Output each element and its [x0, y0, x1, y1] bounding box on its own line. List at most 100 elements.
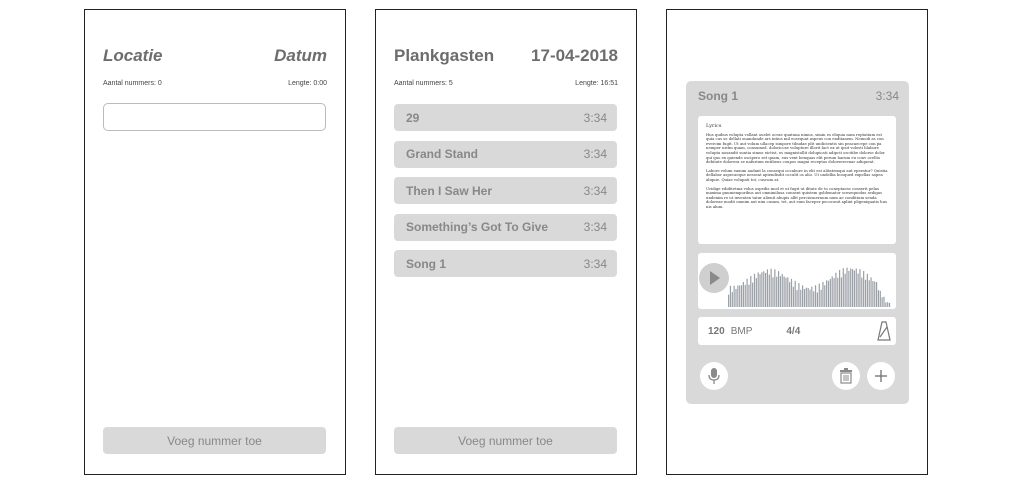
tempo-bar: 120 BMP 4/4: [698, 317, 896, 345]
waveform[interactable]: [714, 253, 896, 309]
total-length: Lengte: 0:00: [288, 80, 327, 87]
waveform-bar: [752, 282, 754, 307]
waveform-bar: [765, 272, 767, 307]
waveform-bar: [827, 280, 830, 307]
waveform-bar: [868, 280, 870, 307]
song-title: Grand Stand: [406, 147, 479, 162]
song-list: 29 3:34 Grand Stand 3:34 Then I Saw Her …: [394, 104, 617, 287]
song-item[interactable]: Then I Saw Her 3:34: [394, 177, 617, 205]
song-title: Then I Saw Her: [406, 183, 493, 198]
waveform-bar: [800, 289, 802, 307]
waveform-bar: [763, 271, 765, 307]
play-button[interactable]: [699, 263, 729, 293]
waveform-bar: [848, 270, 850, 307]
waveform-bar: [779, 276, 781, 307]
waveform-bar: [853, 270, 855, 307]
waveform-bar: [781, 274, 783, 307]
plus-icon: [875, 370, 887, 382]
waveform-bar: [885, 302, 887, 307]
song-duration: 3:34: [875, 89, 899, 103]
waveform-bar: [774, 269, 776, 307]
lyrics-paragraph: Uridige ediditetma volus ospedis mod et …: [706, 185, 887, 209]
date-field[interactable]: 17-04-2018: [531, 46, 618, 65]
location-field[interactable]: Locatie: [103, 46, 163, 65]
waveform-bar: [861, 277, 863, 307]
waveform-bar: [731, 292, 733, 307]
waveform-bar: [863, 270, 865, 307]
waveform-bar: [739, 285, 741, 307]
waveform-bar: [757, 272, 759, 307]
add-button[interactable]: [867, 362, 895, 390]
song-item[interactable]: 29 3:34: [394, 104, 617, 131]
waveform-bar: [777, 271, 780, 307]
waveform-bar: [855, 268, 857, 307]
waveform-bar: [787, 277, 789, 307]
song-item[interactable]: Song 1 3:34: [394, 250, 617, 278]
waveform-bar: [742, 282, 744, 307]
waveform-bar: [831, 276, 833, 307]
waveform-bar: [876, 282, 878, 307]
song-duration: 3:34: [583, 110, 607, 125]
bpm-unit: BMP: [730, 325, 753, 337]
audio-player: [698, 253, 896, 309]
waveform-bar: [857, 273, 859, 307]
waveform-bar: [842, 268, 844, 307]
song-item[interactable]: Grand Stand 3:34: [394, 140, 617, 168]
lyrics-panel[interactable]: Lyrics Hus quibus volupta vollant ouelet…: [698, 116, 896, 244]
waveform-bar: [729, 285, 732, 307]
waveform-bar: [813, 291, 815, 307]
screen-song-detail: Song 1 3:34 Lyrics Hus quibus volupta vo…: [666, 9, 928, 475]
microphone-icon: [708, 368, 720, 384]
waveform-bar: [866, 273, 868, 307]
waveform-bar: [746, 278, 748, 307]
add-song-button[interactable]: Voeg nummer toe: [103, 427, 326, 454]
song-title: Song 1: [698, 89, 739, 103]
song-input[interactable]: [103, 103, 326, 131]
delete-button[interactable]: [832, 362, 860, 390]
waveform-bar: [735, 288, 737, 307]
song-duration: 3:34: [583, 183, 607, 198]
microphone-button[interactable]: [700, 362, 728, 390]
waveform-bar: [883, 296, 885, 307]
waveform-bar: [790, 278, 793, 307]
waveform-bar: [840, 277, 843, 307]
song-duration: 3:34: [583, 220, 607, 235]
waveform-bar: [761, 272, 763, 307]
waveform-bar: [772, 277, 774, 307]
waveform-bar: [835, 272, 837, 307]
song-duration: 3:34: [583, 256, 607, 271]
lyrics-title: Lyrics: [706, 123, 722, 129]
waveform-bar: [802, 285, 804, 307]
waveform-bar: [768, 274, 770, 307]
waveform-bar: [833, 278, 835, 307]
date-field[interactable]: Datum: [274, 46, 327, 65]
add-song-button[interactable]: Voeg nummer toe: [394, 427, 617, 454]
waveform-bar: [859, 269, 861, 307]
song-count: Aantal nummers: 0: [103, 80, 162, 87]
trash-icon: [840, 368, 852, 384]
setlist-header: Locatie Datum: [103, 46, 327, 66]
waveform-bar: [874, 281, 876, 307]
waveform-bar: [816, 292, 818, 307]
metronome-icon[interactable]: [877, 321, 891, 344]
waveform-bar: [837, 277, 839, 307]
song-item[interactable]: Something’s Got To Give 3:34: [394, 213, 617, 241]
waveform-bar: [818, 283, 820, 307]
waveform-bar: [744, 284, 746, 307]
location-field[interactable]: Plankgasten: [394, 46, 495, 65]
waveform-bar: [888, 303, 891, 307]
waveform-bar: [753, 273, 756, 307]
waveform-bar: [809, 289, 811, 307]
song-title: 29: [406, 110, 420, 125]
waveform-bar: [870, 277, 872, 307]
waveform-bar: [879, 290, 881, 307]
screen-empty-setlist: Locatie Datum Aantal nummers: 0 Lengte: …: [84, 9, 346, 475]
bpm-value: 120: [708, 325, 725, 337]
waveform-bar: [789, 282, 791, 307]
waveform-bar: [822, 281, 824, 307]
waveform-bar: [820, 289, 822, 307]
song-title: Something’s Got To Give: [406, 220, 549, 235]
waveform-bar: [811, 286, 813, 307]
waveform-bar: [846, 267, 848, 307]
waveform-bar: [748, 284, 750, 307]
